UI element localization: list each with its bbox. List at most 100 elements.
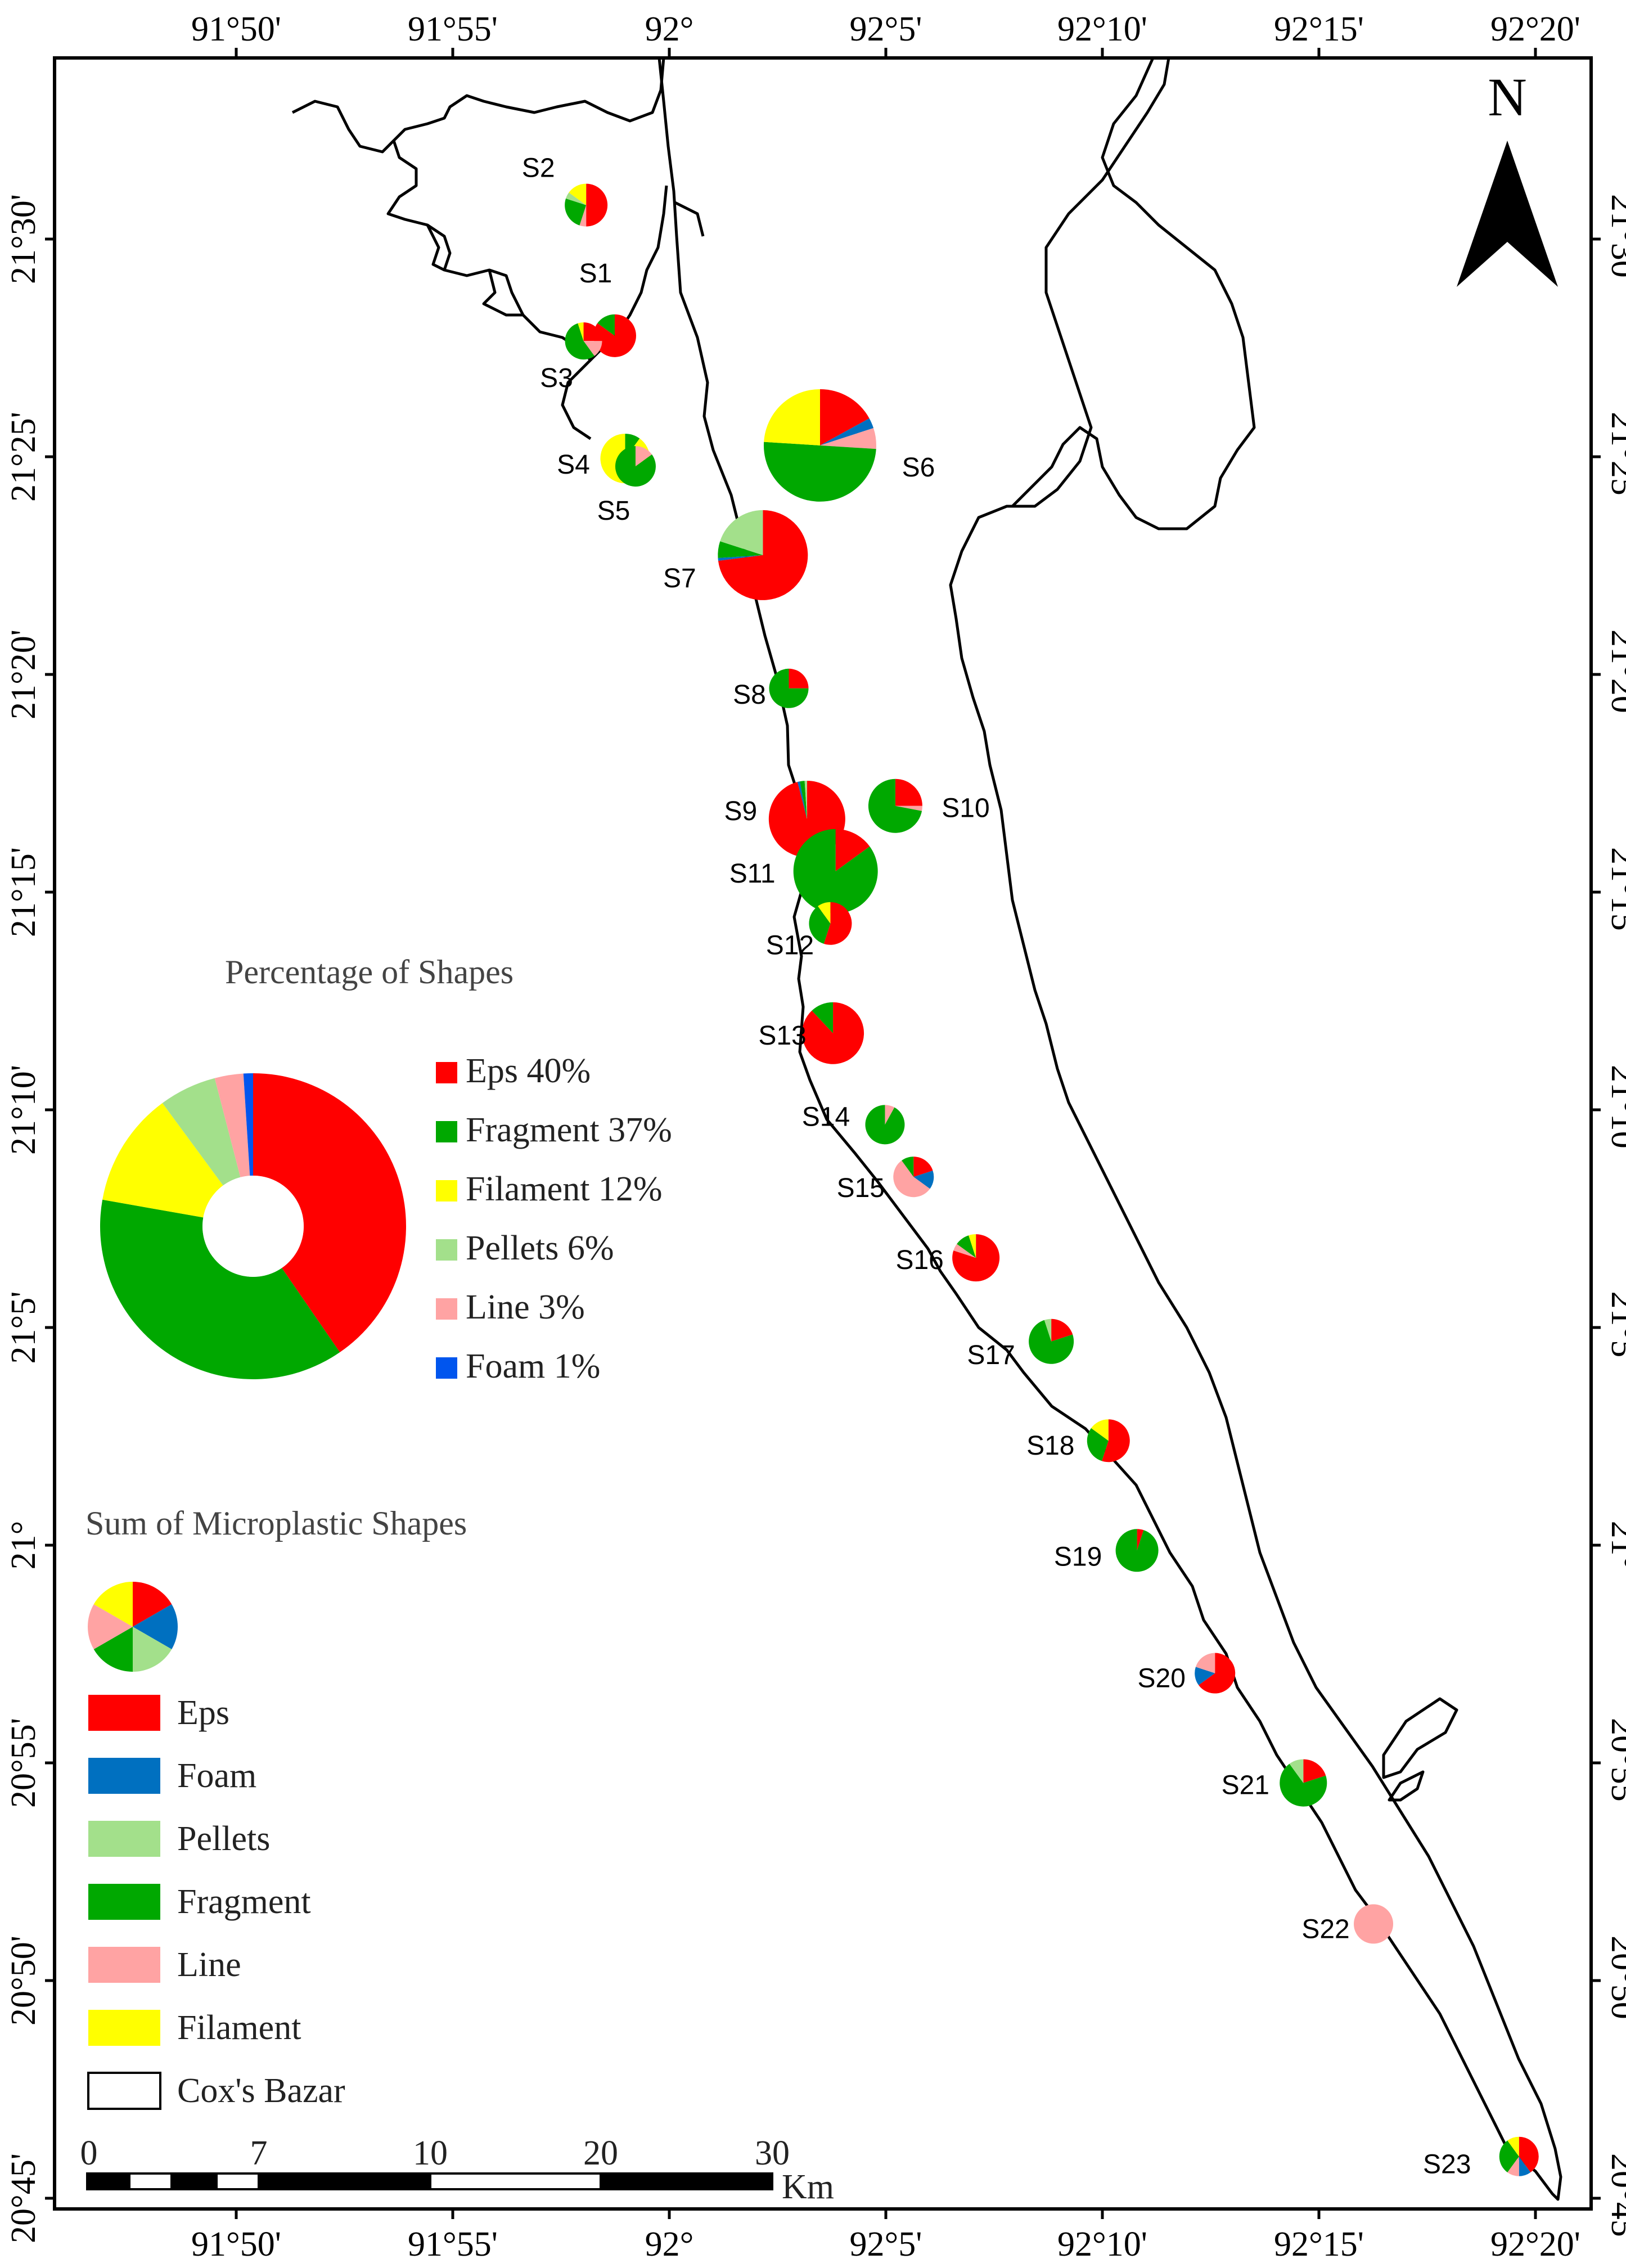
scale-unit-label: Km	[782, 2168, 834, 2206]
left-axis-label: 20°45'	[4, 2153, 43, 2243]
north-arrow-label: N	[1488, 67, 1526, 127]
site-s23-foam-slice	[1519, 2156, 1531, 2176]
percentage-legend-items: Eps 40% Fragment 37% Filament 12% Pellets 6…	[436, 1052, 672, 1385]
site-s16-line-slice	[953, 1244, 976, 1258]
site-label: S3	[540, 363, 573, 393]
bottom-axis-label: 92°	[645, 2225, 694, 2264]
site-pie-s7: S7	[663, 510, 808, 600]
right-axis-label: 20°45'	[1604, 2153, 1626, 2243]
site-s5-fragment-slice	[615, 446, 656, 487]
site-s11-eps-slice	[835, 829, 870, 871]
site-s7-eps-slice	[718, 510, 808, 600]
site-pie-s10: S10	[868, 778, 990, 833]
left-axis-label: 21°20'	[4, 629, 43, 719]
site-s23-fragment-slice	[1499, 2140, 1519, 2173]
left-axis-label: 21°10'	[4, 1065, 43, 1155]
site-s8-eps-slice	[789, 668, 809, 688]
site-pie-s13: S13	[758, 1002, 864, 1064]
site-label: S13	[758, 1021, 806, 1051]
site-s10-eps-slice	[895, 778, 922, 806]
percentage-legend-title: Percentage of Shapes	[225, 953, 514, 991]
site-label: S8	[733, 680, 766, 710]
site-s22-line-slice	[1354, 1904, 1394, 1944]
donut-hole	[202, 1176, 304, 1277]
scale-bar-segment	[128, 2172, 173, 2190]
bottom-axis-label: 91°50'	[191, 2225, 281, 2264]
site-pie-s1: S1	[579, 259, 636, 357]
sum-legend-swatch	[88, 1884, 160, 1920]
top-axis-label: 92°	[645, 10, 694, 48]
scale-bar-label: 7	[250, 2134, 268, 2172]
right-axis-label: 20°50'	[1604, 1936, 1626, 2026]
site-pie-s14: S14	[802, 1102, 905, 1145]
site-s20-line-slice	[1195, 1653, 1215, 1673]
scale-bar: Km 0 7 10 20 30	[80, 2134, 835, 2206]
site-s21-eps-slice	[1303, 1759, 1326, 1783]
site-s23-filament-slice	[1507, 2136, 1519, 2157]
site-s2-filament-slice	[569, 183, 587, 205]
site-label: S19	[1054, 1542, 1102, 1572]
site-s17-fragment-slice	[1029, 1320, 1074, 1364]
right-axis-label: 21°5'	[1604, 1292, 1626, 1364]
sum-legend-label: Filament	[177, 2009, 301, 2047]
sum-legend: Sum of Microplastic Shapes Eps Foam Pellet…	[85, 1505, 467, 2110]
island-outline-2	[426, 224, 445, 272]
percentage-legend-swatch	[436, 1062, 457, 1083]
sum-legend-items: Eps Foam Pellets Fragment Line Filament Cox's …	[87, 1694, 345, 2110]
site-label: S9	[724, 796, 758, 826]
site-s6-line-slice	[819, 428, 876, 449]
site-s3-fragment-slice	[565, 323, 594, 360]
top-axis-label: 91°55'	[408, 10, 498, 48]
site-s20-eps-slice	[1199, 1653, 1236, 1694]
site-s12-filament-slice	[818, 902, 831, 924]
site-label: S16	[895, 1245, 943, 1275]
site-s3-eps-slice	[583, 322, 602, 341]
right-axis-label: 21°	[1604, 1521, 1626, 1570]
percentage-legend-swatch	[436, 1180, 457, 1202]
sum-legend-label: Pellets	[177, 1820, 270, 1858]
donut-slice-4	[214, 1073, 250, 1177]
site-s18-eps-slice	[1102, 1419, 1130, 1462]
scale-bar-label: 30	[755, 2134, 790, 2172]
scale-bar-segment	[215, 2172, 260, 2190]
site-s2-eps-slice	[586, 183, 608, 227]
site-s15-eps-slice	[913, 1156, 933, 1177]
site-s6-foam-slice	[819, 418, 874, 446]
top-axis-label: 92°5'	[850, 10, 922, 48]
sum-legend-swatch	[88, 1947, 160, 1983]
sum-pie-slice-5	[93, 1582, 133, 1627]
right-axis-label: 21°20'	[1604, 629, 1626, 719]
site-s20-foam-slice	[1195, 1667, 1215, 1685]
site-pie-s12: S12	[766, 902, 852, 961]
scale-bar-segment	[258, 2172, 431, 2190]
scale-bar-label: 10	[413, 2134, 448, 2172]
site-s15-foam-slice	[913, 1171, 934, 1189]
donut-slice-1	[100, 1199, 340, 1379]
graticule: 91°50' 91°50' 91°55' 91°55' 92° 92° 92°5' 92°5'…	[4, 10, 1626, 2264]
percentage-legend-label: Line 3%	[466, 1288, 585, 1326]
site-pie-s8: S8	[733, 668, 809, 710]
site-label: S17	[967, 1340, 1015, 1370]
sum-legend-label: Foam	[177, 1757, 256, 1795]
site-label: S22	[1301, 1914, 1349, 1944]
scale-bar-segment	[86, 2172, 130, 2190]
site-s7-fragment-slice	[718, 541, 763, 558]
site-s8-fragment-slice	[769, 668, 809, 708]
site-s18-fragment-slice	[1087, 1428, 1109, 1461]
site-s6-fragment-slice	[763, 442, 876, 502]
sum-pie-slice-2	[133, 1627, 172, 1672]
sum-pie-slice-4	[88, 1604, 133, 1649]
left-axis-label: 21°5'	[4, 1292, 43, 1364]
site-s14-fragment-slice	[865, 1105, 905, 1145]
site-s16-fragment-slice	[957, 1235, 976, 1258]
right-axis-label: 21°25'	[1604, 412, 1626, 502]
site-s21-fragment-slice	[1280, 1763, 1327, 1807]
site-pie-s6: S6	[763, 389, 935, 502]
right-axis-label: 21°15'	[1604, 847, 1626, 937]
site-label: S4	[557, 450, 590, 480]
top-axis-label: 91°50'	[191, 10, 281, 48]
site-label: S23	[1423, 2150, 1471, 2180]
site-pie-s15: S15	[837, 1156, 934, 1203]
site-s14-line-slice	[885, 1105, 895, 1125]
site-s23-eps-slice	[1519, 2136, 1539, 2173]
